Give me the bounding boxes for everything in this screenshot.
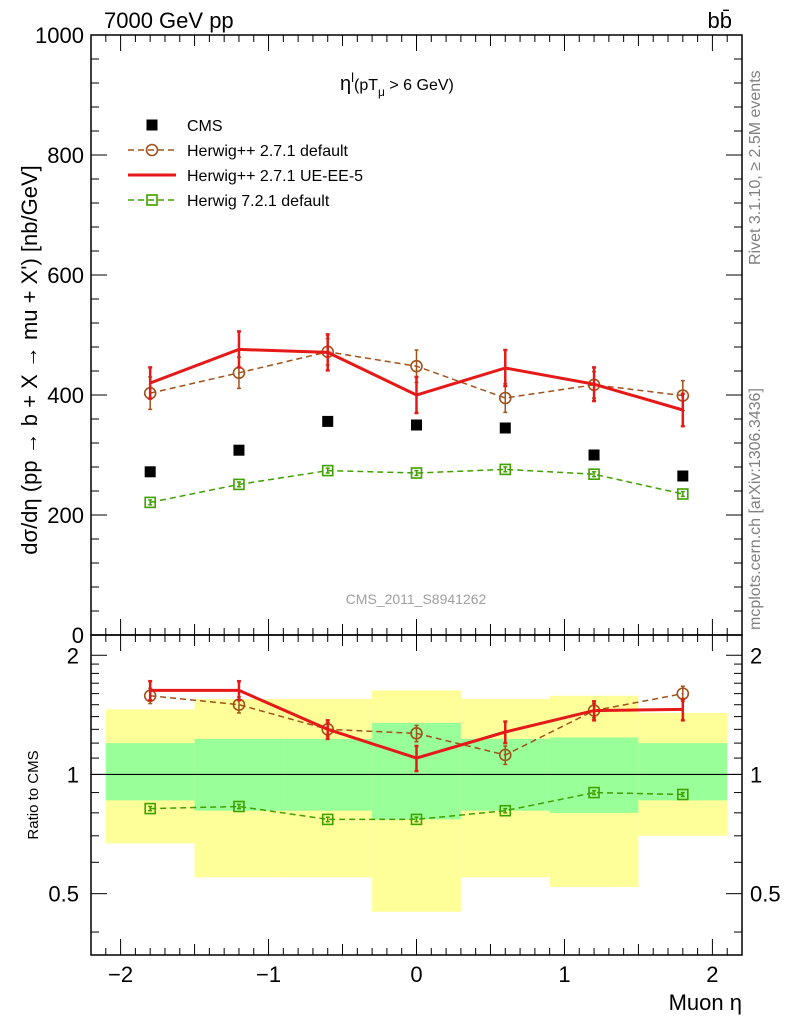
ratio-bands: [105, 690, 728, 912]
y-tick-label: 200: [47, 503, 84, 528]
legend-label: Herwig 7.2.1 default: [187, 193, 330, 210]
main-y-axis-label: dσ/dη (pp → b + X → mu + X') [nb/GeV]: [17, 165, 42, 555]
data-point: [144, 802, 156, 815]
mcplots-label: mcplots.cern.ch [arXiv:1306.3436]: [747, 388, 764, 630]
legend-label: Herwig++ 2.7.1 UE-EE-5: [187, 168, 363, 185]
series-herwig-7-2-1-default: [144, 463, 689, 509]
data-point: [321, 464, 334, 477]
ratio-tick-label: 2: [67, 643, 79, 668]
data-point: [499, 422, 511, 434]
cut-label-pt-sub: μ: [378, 85, 385, 99]
x-axis-label: Muon η: [669, 990, 742, 1015]
data-point: [498, 391, 512, 405]
data-point: [233, 800, 245, 813]
data-point: [588, 449, 600, 461]
data-point: [498, 748, 512, 762]
data-point: [410, 727, 423, 740]
cut-label-pt-cut: > 6 GeV): [385, 77, 454, 94]
legend: CMS Herwig++ 2.7.1 default Herwig++ 2.7.1 …: [128, 118, 363, 210]
data-point: [588, 786, 600, 799]
band-inner: [638, 743, 728, 801]
data-point: [233, 444, 245, 456]
series-cms: [144, 415, 689, 482]
ratio-tick-label-right: 2: [750, 643, 762, 668]
data-point: [144, 496, 156, 509]
header-left-title: 7000 GeV pp: [104, 8, 234, 33]
data-point: [321, 813, 334, 826]
cut-label-eta: η: [340, 73, 351, 95]
cut-label: ηl(pTμ > 6 GeV): [340, 70, 454, 99]
y-tick-label: 600: [47, 263, 84, 288]
legend-marker: [146, 119, 158, 131]
data-point: [233, 478, 245, 491]
ratio-series: [143, 679, 690, 826]
legend-item: Herwig++ 2.7.1 UE-EE-5: [128, 168, 363, 185]
data-point: [499, 463, 512, 476]
data-point: [410, 467, 423, 479]
x-tick-label: 1: [558, 962, 570, 987]
axes: 0 200 400 600 800 1000 0.5 0.5 1 1 2 2 −2 −1 0 1 2: [35, 23, 781, 987]
x-tick-label: 2: [706, 962, 718, 987]
legend-item: CMS: [146, 118, 223, 135]
data-point: [411, 419, 422, 431]
ratio-tick-label: 1: [67, 762, 79, 787]
series-herwig-2-7-1-ue-ee-5: [148, 679, 685, 773]
legend-item: Herwig 7.2.1 default: [128, 193, 330, 210]
y-tick-label: 1000: [35, 23, 84, 48]
ratio-tick-label-right: 1: [750, 762, 762, 787]
legend-marker: [145, 143, 159, 157]
y-tick-label: 400: [47, 383, 84, 408]
rivet-label: Rivet 3.1.10, ≥ 2.5M events: [747, 70, 764, 265]
data-point: [410, 813, 423, 826]
band-inner: [105, 743, 195, 801]
legend-item: Herwig++ 2.7.1 default: [128, 143, 349, 160]
data-point: [677, 488, 689, 500]
x-tick-label: −2: [108, 962, 133, 987]
data-point: [322, 415, 334, 427]
legend-label: Herwig++ 2.7.1 default: [187, 143, 349, 160]
legend-marker: [146, 194, 158, 206]
analysis-watermark: CMS_2011_S8941262: [346, 591, 487, 607]
ratio-tick-label-right: 0.5: [750, 882, 781, 907]
y-tick-label: 800: [47, 143, 84, 168]
data-point: [144, 466, 156, 478]
x-tick-label: 0: [410, 962, 422, 987]
band-inner: [549, 737, 639, 813]
data-point: [499, 804, 512, 817]
cut-label-eta-sup: l: [351, 70, 354, 85]
data-point: [410, 359, 423, 373]
series-herwig-7-2-1-default: [144, 786, 689, 826]
series-herwig-2-7-1-ue-ee-5: [148, 330, 685, 428]
cut-label-pt: (pT: [354, 77, 378, 94]
data-point: [677, 470, 689, 482]
ratio-tick-label: 0.5: [48, 882, 79, 907]
data-point: [677, 788, 689, 801]
y-tick-label: 0: [72, 623, 84, 648]
x-tick-label: −1: [256, 962, 281, 987]
ratio-y-axis-label: Ratio to CMS: [25, 750, 42, 839]
data-point: [588, 468, 600, 481]
legend-label: CMS: [187, 118, 223, 135]
main-series: [143, 330, 690, 509]
header-right-title: bb̄: [708, 8, 732, 33]
